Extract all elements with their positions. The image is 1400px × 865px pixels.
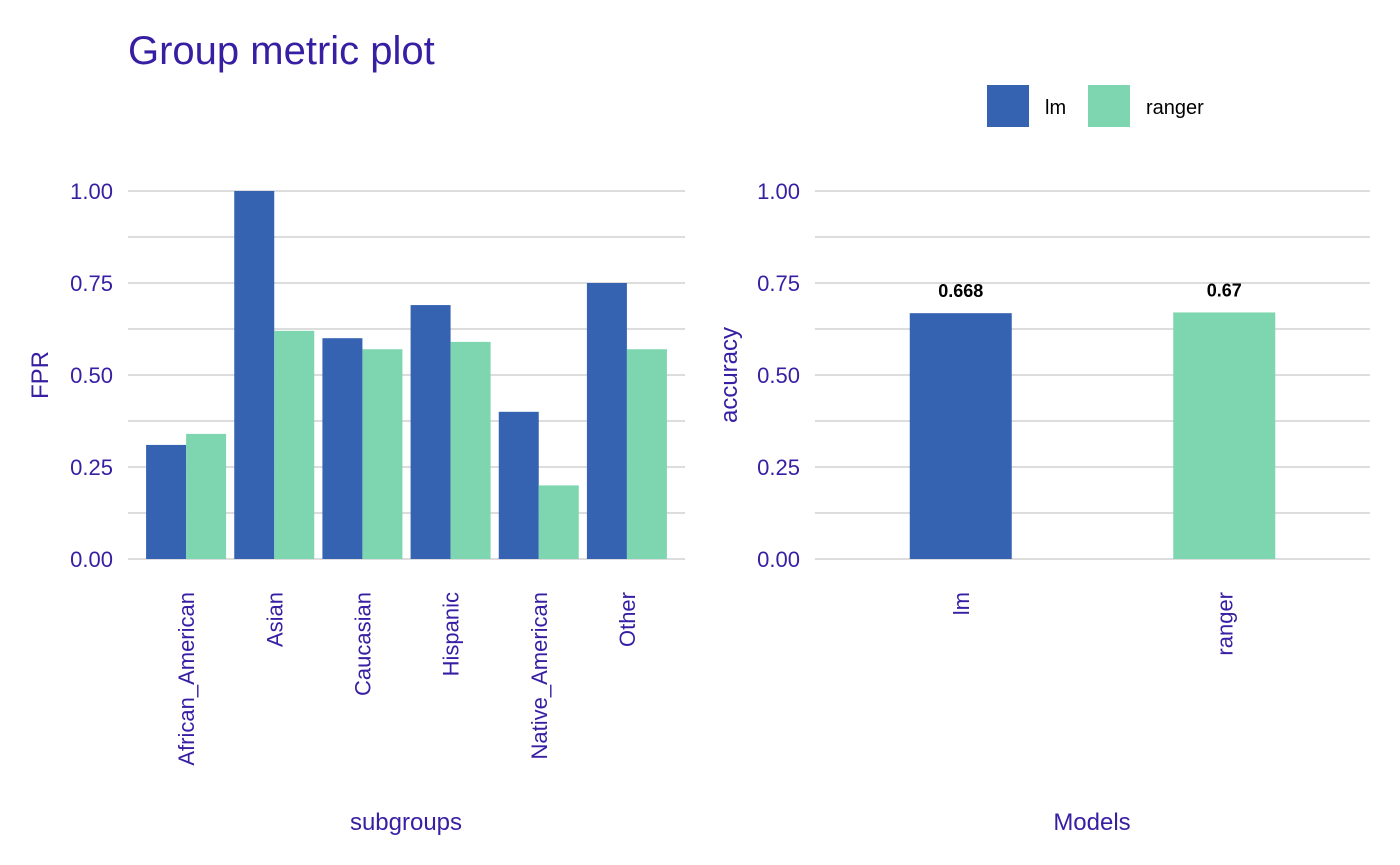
legend-label-ranger: ranger <box>1146 97 1204 119</box>
accuracy-bar-ranger <box>1173 312 1276 559</box>
fpr-y-tick-label: 0.50 <box>70 363 113 388</box>
fpr-bar-lm <box>146 444 187 559</box>
fpr-x-tick-label: African_American <box>174 592 199 766</box>
legend-swatch-ranger <box>1088 85 1130 127</box>
chart-title: Group metric plot <box>128 29 435 73</box>
fpr-bar-lm <box>410 305 451 559</box>
accuracy-y-tick-label: 0.75 <box>757 271 800 296</box>
fpr-y-tick-label: 1.00 <box>70 179 113 204</box>
fpr-bar-ranger <box>186 433 227 559</box>
fpr-bar-lm <box>586 283 627 559</box>
fpr-bar-ranger <box>626 349 667 559</box>
legend-swatch-lm <box>987 85 1029 127</box>
accuracy-x-tick-label: ranger <box>1212 592 1237 656</box>
fpr-y-tick-label: 0.75 <box>70 271 113 296</box>
fpr-panel: FPR subgroups 0.00 0.25 0.50 0.75 1.00 Africa… <box>27 179 685 836</box>
accuracy-data-label: 0.668 <box>938 281 983 301</box>
legend: lm ranger <box>987 85 1204 127</box>
fpr-y-tick-label: 0.00 <box>70 547 113 572</box>
accuracy-data-label: 0.67 <box>1207 280 1242 300</box>
legend-label-lm: lm <box>1045 97 1066 119</box>
accuracy-x-tick-label: lm <box>949 592 974 615</box>
fpr-x-tick-label: Caucasian <box>350 592 375 696</box>
accuracy-y-axis-title: accuracy <box>716 327 743 423</box>
accuracy-y-tick-label: 0.25 <box>757 455 800 480</box>
fpr-x-axis-title: subgroups <box>350 809 462 836</box>
fpr-bar-lm <box>498 411 539 559</box>
accuracy-y-tick-label: 1.00 <box>757 179 800 204</box>
fpr-x-tick-label: Asian <box>262 592 287 647</box>
accuracy-panel: accuracy Models 0.00 0.25 0.50 0.75 1.00 0.66… <box>716 179 1370 836</box>
accuracy-bar-lm <box>909 313 1012 559</box>
fpr-bar-lm <box>234 191 275 559</box>
accuracy-y-tick-label: 0.50 <box>757 363 800 388</box>
fpr-x-tick-label: Hispanic <box>439 592 464 676</box>
fpr-y-tick-label: 0.25 <box>70 455 113 480</box>
fpr-bar-ranger <box>274 330 315 559</box>
fpr-y-axis-title: FPR <box>27 351 54 399</box>
accuracy-x-axis-title: Models <box>1053 809 1130 836</box>
fpr-bar-ranger <box>538 485 579 559</box>
fpr-bar-lm <box>322 338 363 559</box>
fpr-bar-ranger <box>450 341 491 559</box>
fpr-bar-ranger <box>362 349 403 559</box>
accuracy-y-tick-label: 0.00 <box>757 547 800 572</box>
fpr-x-tick-label: Native_American <box>527 592 552 760</box>
fpr-x-tick-label: Other <box>615 592 640 647</box>
